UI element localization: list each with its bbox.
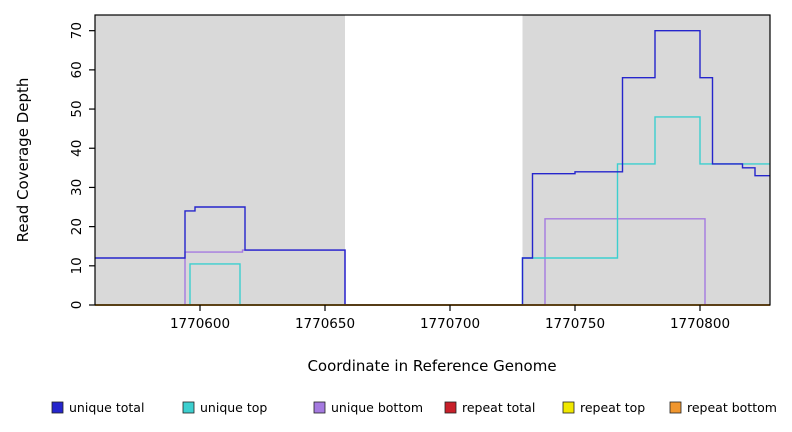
x-axis-label: Coordinate in Reference Genome [307,357,556,375]
legend-label-unique-top: unique top [200,400,267,415]
y-tick-label: 60 [69,61,85,78]
y-tick-label: 70 [69,22,85,39]
legend-item: repeat top [562,400,645,415]
legend-item: repeat bottom [669,400,777,415]
legend-swatch-repeat-top [562,401,575,414]
plot-area: 1770600 1770650 1770700 1770750 1770800 0 10 20… [69,14,771,332]
y-tick-label: 20 [69,218,85,235]
legend-item: unique bottom [313,400,423,415]
y-tick-label: 10 [69,257,85,274]
legend-swatch-repeat-bottom [669,401,682,414]
legend-label-unique-total: unique total [69,400,144,415]
y-tick-label: 30 [69,179,85,196]
y-tick-label: 0 [69,301,85,310]
legend-item: unique total [51,400,144,415]
y-tick-label: 40 [69,140,85,157]
legend-item: unique top [182,400,267,415]
highlight-band [345,15,523,305]
legend-label-unique-bottom: unique bottom [331,400,423,415]
legend-swatch-unique-top [182,401,195,414]
x-tick-label: 1770650 [295,316,355,332]
y-tick-label: 50 [69,100,85,117]
x-tick-label: 1770600 [170,316,230,332]
x-tick-label: 1770750 [545,316,605,332]
plot-frame [94,14,771,306]
legend: unique total unique top unique bottom repea… [51,400,777,415]
legend-swatch-unique-bottom [313,401,326,414]
legend-swatch-repeat-total [444,401,457,414]
legend-item: repeat total [444,400,535,415]
series-line-unique-top [95,116,770,306]
y-axis-label: Read Coverage Depth [14,78,32,243]
legend-label-repeat-total: repeat total [462,400,535,415]
legend-swatch-unique-total [51,401,64,414]
series-line-unique-total [95,30,770,306]
x-tick-label: 1770800 [670,316,730,332]
legend-label-repeat-bottom: repeat bottom [687,400,777,415]
legend-label-repeat-top: repeat top [580,400,645,415]
x-tick-label: 1770700 [420,316,480,332]
